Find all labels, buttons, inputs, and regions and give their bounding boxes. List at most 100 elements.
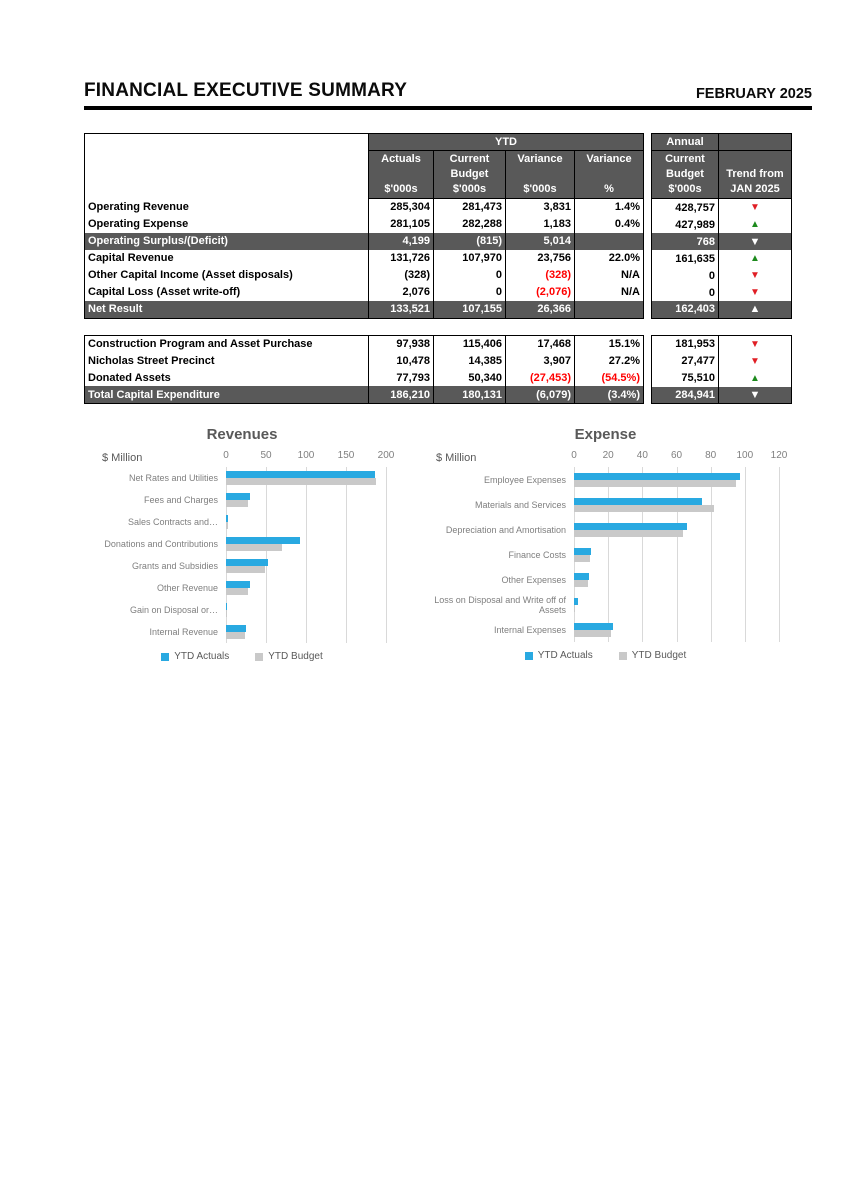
axis-tick-label: 60 [670,450,683,461]
annual-block: 181,953 ▼ 27,477 ▼ 75,510 ▲ 284,941 ▼ [651,334,792,404]
actuals-cell: 2,076 [368,283,434,301]
annual-budget-cell: 161,635 [651,250,719,267]
actuals-cell: 133,521 [368,300,434,318]
category-label: Grants and Subsidies [131,561,218,571]
x-axis-ticks: 0 20 40 60 80 100 120 [571,449,787,467]
category-label: Donations and Contributions [104,539,218,549]
bar-row [226,599,386,621]
budget-cell: (815) [433,232,506,250]
row-label-cell: Operating Revenue [84,198,369,216]
bar-ytd-budget [574,479,737,487]
gridline [744,467,746,642]
budget-cell: 107,155 [433,300,506,318]
annual-budget-cell: 162,403 [651,301,719,318]
trend-up-icon: ▲ [750,372,760,384]
row-label-cell: Capital Loss (Asset write-off) [84,283,369,301]
legend-item: YTD Actuals [524,650,593,661]
table-row: 768 ▼ [651,233,792,250]
bar-ytd-budget [574,529,684,537]
table-gap [644,133,651,319]
category-label: Loss on Disposal and Write off of Assets [434,594,566,615]
variance-pct-cell [574,300,644,318]
table-row: Total Capital Expenditure 186,210 180,131 (… [84,386,644,404]
bar-row [226,533,386,555]
variance-value: 3,907 [543,354,571,367]
bar-ytd-actuals [574,497,703,505]
axis-tick-label: 100 [297,450,315,461]
bar-ytd-actuals [574,622,614,630]
bar-ytd-budget [226,500,248,507]
trend-cell: ▼ [718,335,792,353]
table-row: 284,941 ▼ [651,386,792,404]
variance-pct-cell: (54.5%) [574,369,644,387]
report-period: FEBRUARY 2025 [695,86,812,102]
table-row: Nicholas Street Precinct 10,478 14,385 3,90… [84,352,644,370]
variance-value: (27,453) [530,371,571,384]
variance-value: (328) [545,269,571,282]
bar-ytd-actuals [226,471,375,478]
table-row: Donated Assets 77,793 50,340 (27,453) (54.5%… [84,369,644,387]
bar-row [574,592,779,617]
variance-pct-value: N/A [621,269,640,282]
annual-block: Annual Current Budget $'000s Trend from … [651,133,792,319]
variance-pct-cell [574,232,644,250]
bar-rows [226,467,386,643]
annual-budget-column-header: Current Budget $'000s [651,150,719,199]
budget-cell: 281,473 [433,198,506,216]
annual-budget-cell: 284,941 [651,386,719,404]
annual-group-header: Annual [651,133,719,151]
category-label: Internal Expenses [493,624,566,635]
annual-budget-cell: 768 [651,233,719,250]
axis-tick-label: 100 [736,450,754,461]
bar-ytd-actuals [226,515,229,522]
bar-row [574,517,779,542]
ytd-block: Construction Program and Asset Purchase 9… [84,334,644,404]
legend-label: YTD Budget [268,651,323,662]
variance-cell: (6,079) [505,386,575,404]
title-rule [84,106,812,110]
row-label-cell: Net Result [84,300,369,318]
legend-item: YTD Budget [255,651,323,662]
variance-pct-value: 15.1% [608,337,640,350]
trend-group-header [718,133,792,151]
row-label-cell: Donated Assets [84,369,369,387]
variance-cell: 23,756 [505,249,575,267]
gridline [226,467,227,643]
gridline [779,467,780,642]
variance-pct-cell: (3.4%) [574,386,644,404]
variance-cell: (27,453) [505,369,575,387]
revenues-chart: Revenues $ Million 0 50 100 150 200 Net Rates a… [98,426,394,662]
trend-cell: ▼ [718,267,792,284]
trend-cell: ▲ [718,369,792,387]
trend-up-icon: ▲ [750,253,760,264]
trend-cell: ▼ [718,284,792,301]
trend-cell: ▼ [718,198,792,216]
category-label: Fees and Charges [143,495,218,505]
variance-value: 5,014 [543,235,571,248]
category-label: Gain on Disposal or… [129,605,218,615]
variance-pct-column-header: Variance % [574,150,644,199]
legend-item: YTD Actuals [161,651,229,662]
trend-down-icon: ▼ [750,355,760,367]
table-row: 75,510 ▲ [651,369,792,387]
axis-tick-label: 0 [571,450,577,461]
legend-label: YTD Budget [631,650,687,661]
page-title: FINANCIAL EXECUTIVE SUMMARY [84,80,408,101]
budget-cell: 0 [433,283,506,301]
bar-ytd-budget [226,522,228,529]
gridline [676,467,678,642]
bar-ytd-actuals [226,493,250,500]
category-label: Finance Costs [508,549,566,560]
gridline [642,467,644,642]
trend-down-icon: ▼ [749,235,761,248]
variance-cell: 17,468 [505,335,575,353]
table-row: 161,635 ▲ [651,250,792,267]
bar-row [574,567,779,592]
legend-item: YTD Budget [618,650,687,661]
bar-row [574,467,779,492]
chart-legend: YTD Actuals YTD Budget [98,651,386,662]
operating-summary-table: YTD Actuals $'000s Current Budget $'000s… [84,133,814,319]
variance-pct-cell: 0.4% [574,215,644,233]
actuals-cell: 10,478 [368,352,434,370]
chart-title: Expense [574,426,637,443]
